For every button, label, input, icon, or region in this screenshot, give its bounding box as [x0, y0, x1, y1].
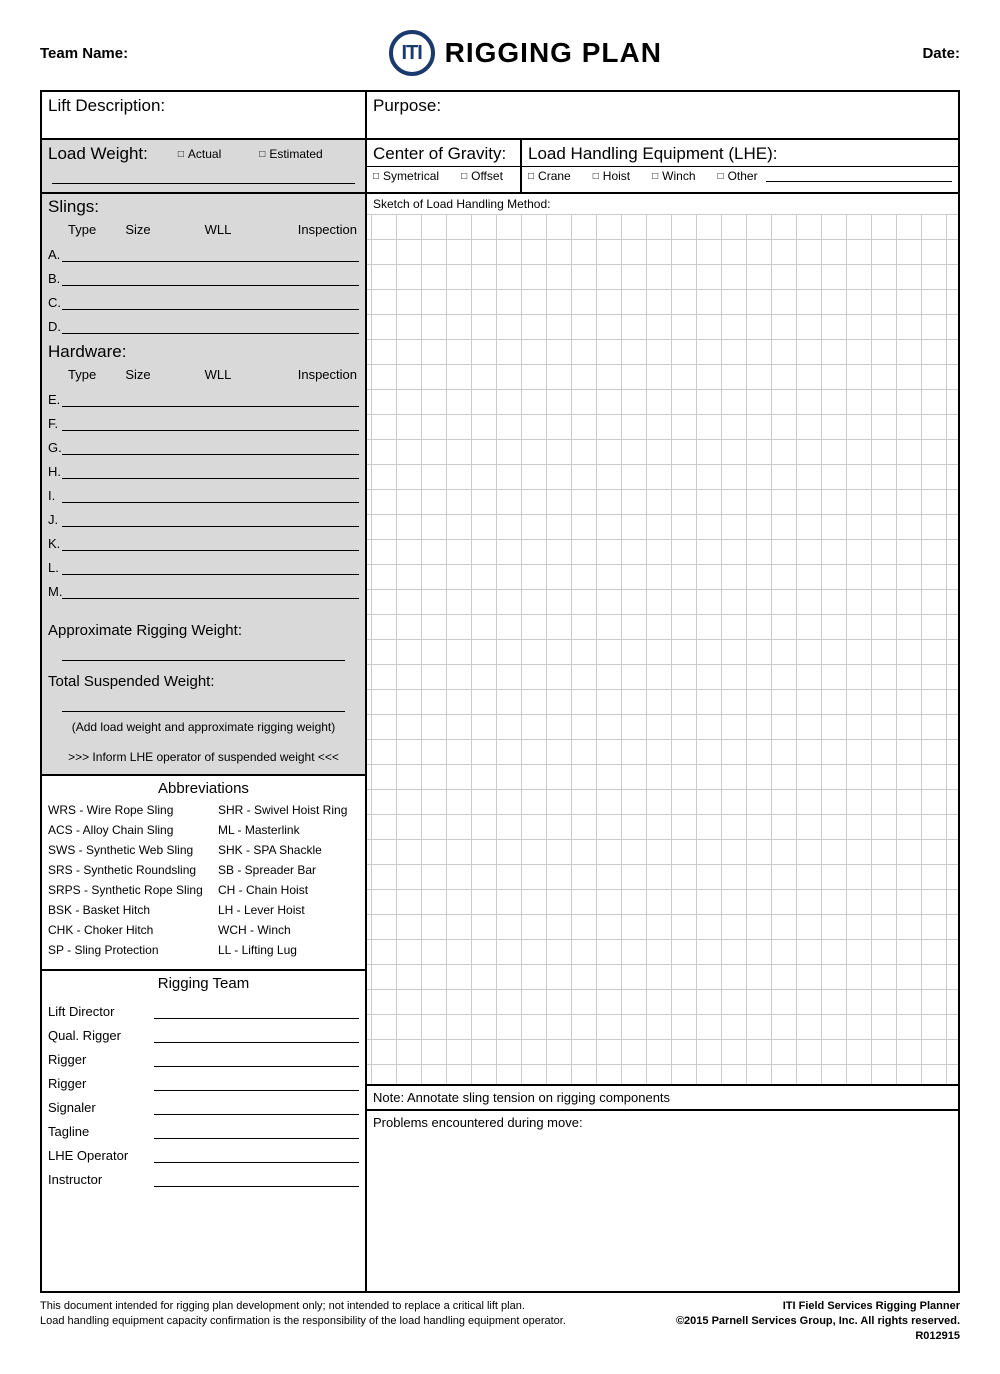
hardware-head: Hardware: — [42, 339, 365, 365]
footer-right: ITI Field Services Rigging Planner ©2015… — [676, 1299, 960, 1344]
lift-description-label: Lift Description: — [48, 96, 359, 116]
iti-logo: ITI — [389, 30, 435, 76]
hardware-row[interactable]: E. — [42, 388, 365, 407]
form-container: Lift Description: Purpose: Load Weight: … — [40, 90, 960, 1293]
team-line[interactable] — [154, 1149, 359, 1163]
team-row: Tagline — [48, 1120, 359, 1139]
hardware-col-heads: Type Size WLL Inspection — [42, 365, 365, 388]
team-row: Instructor — [48, 1168, 359, 1187]
hardware-row[interactable]: F. — [42, 412, 365, 431]
page-header: Team Name: ITI RIGGING PLAN Date: — [40, 30, 960, 76]
abbr-row: CHK - Choker HitchWCH - Winch — [48, 923, 359, 937]
load-weight-cell[interactable]: Load Weight: □Actual □Estimated — [42, 140, 367, 192]
abbreviations-head: Abbreviations — [42, 774, 365, 801]
page-title: RIGGING PLAN — [445, 37, 662, 69]
hardware-row[interactable]: L. — [42, 556, 365, 575]
team-row: Lift Director — [48, 1000, 359, 1019]
lhe-label: Load Handling Equipment (LHE): — [522, 140, 958, 166]
note-row: Note: Annotate sling tension on rigging … — [367, 1084, 958, 1109]
sketch-grid[interactable] — [367, 214, 958, 1084]
team-name-label: Team Name: — [40, 45, 128, 62]
left-column: Slings: Type Size WLL Inspection A. B. C. D… — [42, 194, 367, 1291]
sketch-label: Sketch of Load Handling Method: — [367, 194, 958, 214]
crane-checkbox[interactable]: □Crane — [528, 169, 571, 183]
load-weight-line[interactable] — [52, 172, 355, 184]
abbr-row: SP - Sling ProtectionLL - Lifting Lug — [48, 943, 359, 957]
hoist-checkbox[interactable]: □Hoist — [593, 169, 630, 183]
footer-left: This document intended for rigging plan … — [40, 1299, 566, 1344]
hardware-row[interactable]: I. — [42, 484, 365, 503]
total-suspended-weight: Total Suspended Weight: — [42, 665, 365, 692]
rigging-team-head: Rigging Team — [42, 969, 365, 996]
team-row: Signaler — [48, 1096, 359, 1115]
other-checkbox[interactable]: □Other — [718, 169, 952, 183]
hardware-row[interactable]: G. — [42, 436, 365, 455]
abbr-row: BSK - Basket HitchLH - Lever Hoist — [48, 903, 359, 917]
purpose-label: Purpose: — [373, 96, 952, 116]
sling-row[interactable]: D. — [42, 315, 365, 334]
team-line[interactable] — [154, 1173, 359, 1187]
slings-col-heads: Type Size WLL Inspection — [42, 220, 365, 243]
team-row: Rigger — [48, 1048, 359, 1067]
purpose-cell[interactable]: Purpose: — [367, 92, 958, 138]
cog-cell: Center of Gravity: □Symetrical □Offset — [367, 140, 522, 192]
abbr-row: ACS - Alloy Chain SlingML - Masterlink — [48, 823, 359, 837]
abbr-row: SRS - Synthetic RoundslingSB - Spreader … — [48, 863, 359, 877]
approx-weight-line[interactable] — [62, 647, 345, 661]
abbr-row: SWS - Synthetic Web SlingSHK - SPA Shack… — [48, 843, 359, 857]
abbr-row: WRS - Wire Rope SlingSHR - Swivel Hoist … — [48, 803, 359, 817]
sling-row[interactable]: B. — [42, 267, 365, 286]
hardware-row[interactable]: M. — [42, 580, 365, 599]
team-line[interactable] — [154, 1029, 359, 1043]
cog-label: Center of Gravity: — [367, 140, 520, 166]
hardware-row[interactable]: K. — [42, 532, 365, 551]
page-footer: This document intended for rigging plan … — [40, 1299, 960, 1344]
rigging-team-rows: Lift Director Qual. Rigger Rigger Rigger Sig… — [42, 996, 365, 1196]
header-center: ITI RIGGING PLAN — [389, 30, 662, 76]
approx-rigging-weight: Approximate Rigging Weight: — [42, 614, 365, 641]
slings-head: Slings: — [42, 194, 365, 220]
offset-checkbox[interactable]: □Offset — [461, 169, 503, 183]
problems-box[interactable]: Problems encountered during move: — [367, 1109, 958, 1291]
sling-row[interactable]: C. — [42, 291, 365, 310]
team-row: LHE Operator — [48, 1144, 359, 1163]
weight-hint: (Add load weight and approximate rigging… — [42, 716, 365, 744]
team-line[interactable] — [154, 1005, 359, 1019]
row-lift-purpose: Lift Description: Purpose: — [42, 92, 958, 140]
abbr-row: SRPS - Synthetic Rope SlingCH - Chain Ho… — [48, 883, 359, 897]
lhe-cell: Load Handling Equipment (LHE): □Crane □H… — [522, 140, 958, 192]
sling-row[interactable]: A. — [42, 243, 365, 262]
row-weight-cog-lhe: Load Weight: □Actual □Estimated Center o… — [42, 140, 958, 194]
lift-description-cell[interactable]: Lift Description: — [42, 92, 367, 138]
right-column: Sketch of Load Handling Method: Note: An… — [367, 194, 958, 1291]
symetrical-checkbox[interactable]: □Symetrical — [373, 169, 439, 183]
winch-checkbox[interactable]: □Winch — [652, 169, 695, 183]
team-line[interactable] — [154, 1053, 359, 1067]
main-columns: Slings: Type Size WLL Inspection A. B. C. D… — [42, 194, 958, 1291]
team-row: Qual. Rigger — [48, 1024, 359, 1043]
total-weight-line[interactable] — [62, 698, 345, 712]
inform-operator: >>> Inform LHE operator of suspended wei… — [42, 744, 365, 774]
actual-checkbox[interactable]: □Actual — [178, 147, 221, 161]
date-label: Date: — [922, 45, 960, 62]
team-row: Rigger — [48, 1072, 359, 1091]
team-line[interactable] — [154, 1125, 359, 1139]
abbreviations-list: WRS - Wire Rope SlingSHR - Swivel Hoist … — [42, 801, 365, 969]
team-line[interactable] — [154, 1101, 359, 1115]
hardware-row[interactable]: H. — [42, 460, 365, 479]
hardware-row[interactable]: J. — [42, 508, 365, 527]
load-weight-label: Load Weight: — [48, 144, 148, 164]
team-line[interactable] — [154, 1077, 359, 1091]
slings-hardware-block: Slings: Type Size WLL Inspection A. B. C. D… — [42, 194, 365, 774]
estimated-checkbox[interactable]: □Estimated — [259, 147, 322, 161]
